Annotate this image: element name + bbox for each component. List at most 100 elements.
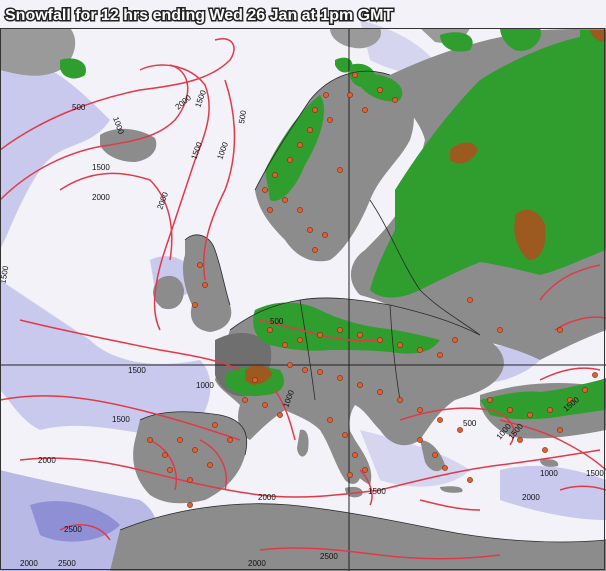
city-dot: [327, 117, 333, 123]
city-dot: [337, 327, 343, 333]
city-dot: [557, 427, 563, 433]
map-frame: [0, 28, 605, 570]
city-dot: [397, 342, 403, 348]
city-dot: [437, 352, 443, 358]
city-dot: [162, 452, 168, 458]
contour-label: 1000: [540, 469, 558, 478]
city-dot: [417, 437, 423, 443]
city-dots: [147, 72, 598, 508]
city-dot: [487, 397, 493, 403]
city-dot: [547, 407, 553, 413]
city-dot: [262, 402, 268, 408]
contour-label: 2000: [258, 493, 276, 502]
city-dot: [377, 337, 383, 343]
contour-label: 2000: [38, 456, 56, 465]
city-dot: [197, 262, 203, 268]
city-dot: [212, 422, 218, 428]
city-dot: [357, 382, 363, 388]
contour-label: 2500: [320, 552, 338, 561]
city-dot: [147, 437, 153, 443]
city-dot: [227, 437, 233, 443]
city-dot: [317, 369, 323, 375]
city-dot: [337, 375, 343, 381]
city-dot: [592, 372, 598, 378]
city-dot: [202, 282, 208, 288]
city-dot: [177, 437, 183, 443]
city-dot: [507, 407, 513, 413]
city-dot: [347, 92, 353, 98]
contour-label: 2000: [20, 559, 38, 568]
contour-label-layer: 500 1000 1500 2000 2000 1500 1000 500 15…: [0, 88, 604, 568]
city-dot: [542, 447, 548, 453]
city-dot: [312, 107, 318, 113]
city-dot: [187, 477, 193, 483]
city-dot: [467, 297, 473, 303]
contour-label: 500: [270, 317, 284, 326]
contour-label: 1500: [0, 265, 10, 285]
contour-label: 500: [72, 103, 86, 112]
city-dot: [297, 142, 303, 148]
city-dot: [307, 127, 313, 133]
city-dot: [377, 87, 383, 93]
city-dot: [352, 72, 358, 78]
city-dot: [357, 332, 363, 338]
city-dot: [192, 447, 198, 453]
city-dot: [347, 472, 353, 478]
city-dot: [397, 397, 403, 403]
city-dot: [342, 432, 348, 438]
city-dot: [557, 327, 563, 333]
city-dot: [272, 172, 278, 178]
city-dot: [517, 437, 523, 443]
city-dot: [262, 187, 268, 193]
city-dot: [242, 397, 248, 403]
city-dot: [167, 467, 173, 473]
contour-label: 2000: [248, 559, 266, 568]
contour-label: 1500: [128, 366, 146, 375]
contour-label: 1500: [368, 487, 386, 496]
city-dot: [497, 327, 503, 333]
contour-label: 1000: [196, 381, 214, 390]
city-dot: [352, 452, 358, 458]
city-dot: [392, 97, 398, 103]
heavy-snow-layer: [245, 30, 606, 385]
city-dot: [297, 337, 303, 343]
city-dot: [417, 407, 423, 413]
city-dot: [417, 347, 423, 353]
city-dot: [312, 247, 318, 253]
city-dot: [302, 367, 308, 373]
contour-label: 2500: [58, 559, 76, 568]
city-dot: [437, 417, 443, 423]
contour-label: 2000: [522, 493, 540, 502]
city-dot: [457, 427, 463, 433]
city-dot: [207, 462, 213, 468]
city-dot: [377, 389, 383, 395]
city-dot: [362, 467, 368, 473]
contour-label: 1500: [92, 163, 110, 172]
city-dot: [287, 362, 293, 368]
city-dot: [432, 452, 438, 458]
city-dot: [297, 207, 303, 213]
city-dot: [317, 332, 323, 338]
city-dot: [277, 412, 283, 418]
map-title: Snowfall for 12 hrs ending Wed 26 Jan at…: [5, 7, 393, 24]
city-dot: [252, 377, 258, 383]
city-dot: [307, 227, 313, 233]
grid-lines: [0, 28, 606, 571]
city-dot: [567, 397, 573, 403]
contour-label: 2000: [92, 193, 110, 202]
city-dot: [362, 107, 368, 113]
contour-label: 1500: [586, 469, 604, 478]
contour-label: 500: [463, 419, 477, 428]
city-dot: [527, 412, 533, 418]
city-dot: [323, 92, 329, 98]
city-dot: [287, 157, 293, 163]
city-dot: [187, 502, 193, 508]
city-dot: [337, 167, 343, 173]
city-dot: [327, 417, 333, 423]
city-dot: [467, 477, 473, 483]
contour-label: 1500: [112, 415, 130, 424]
city-dot: [322, 232, 328, 238]
contour-label: 500: [237, 109, 248, 124]
